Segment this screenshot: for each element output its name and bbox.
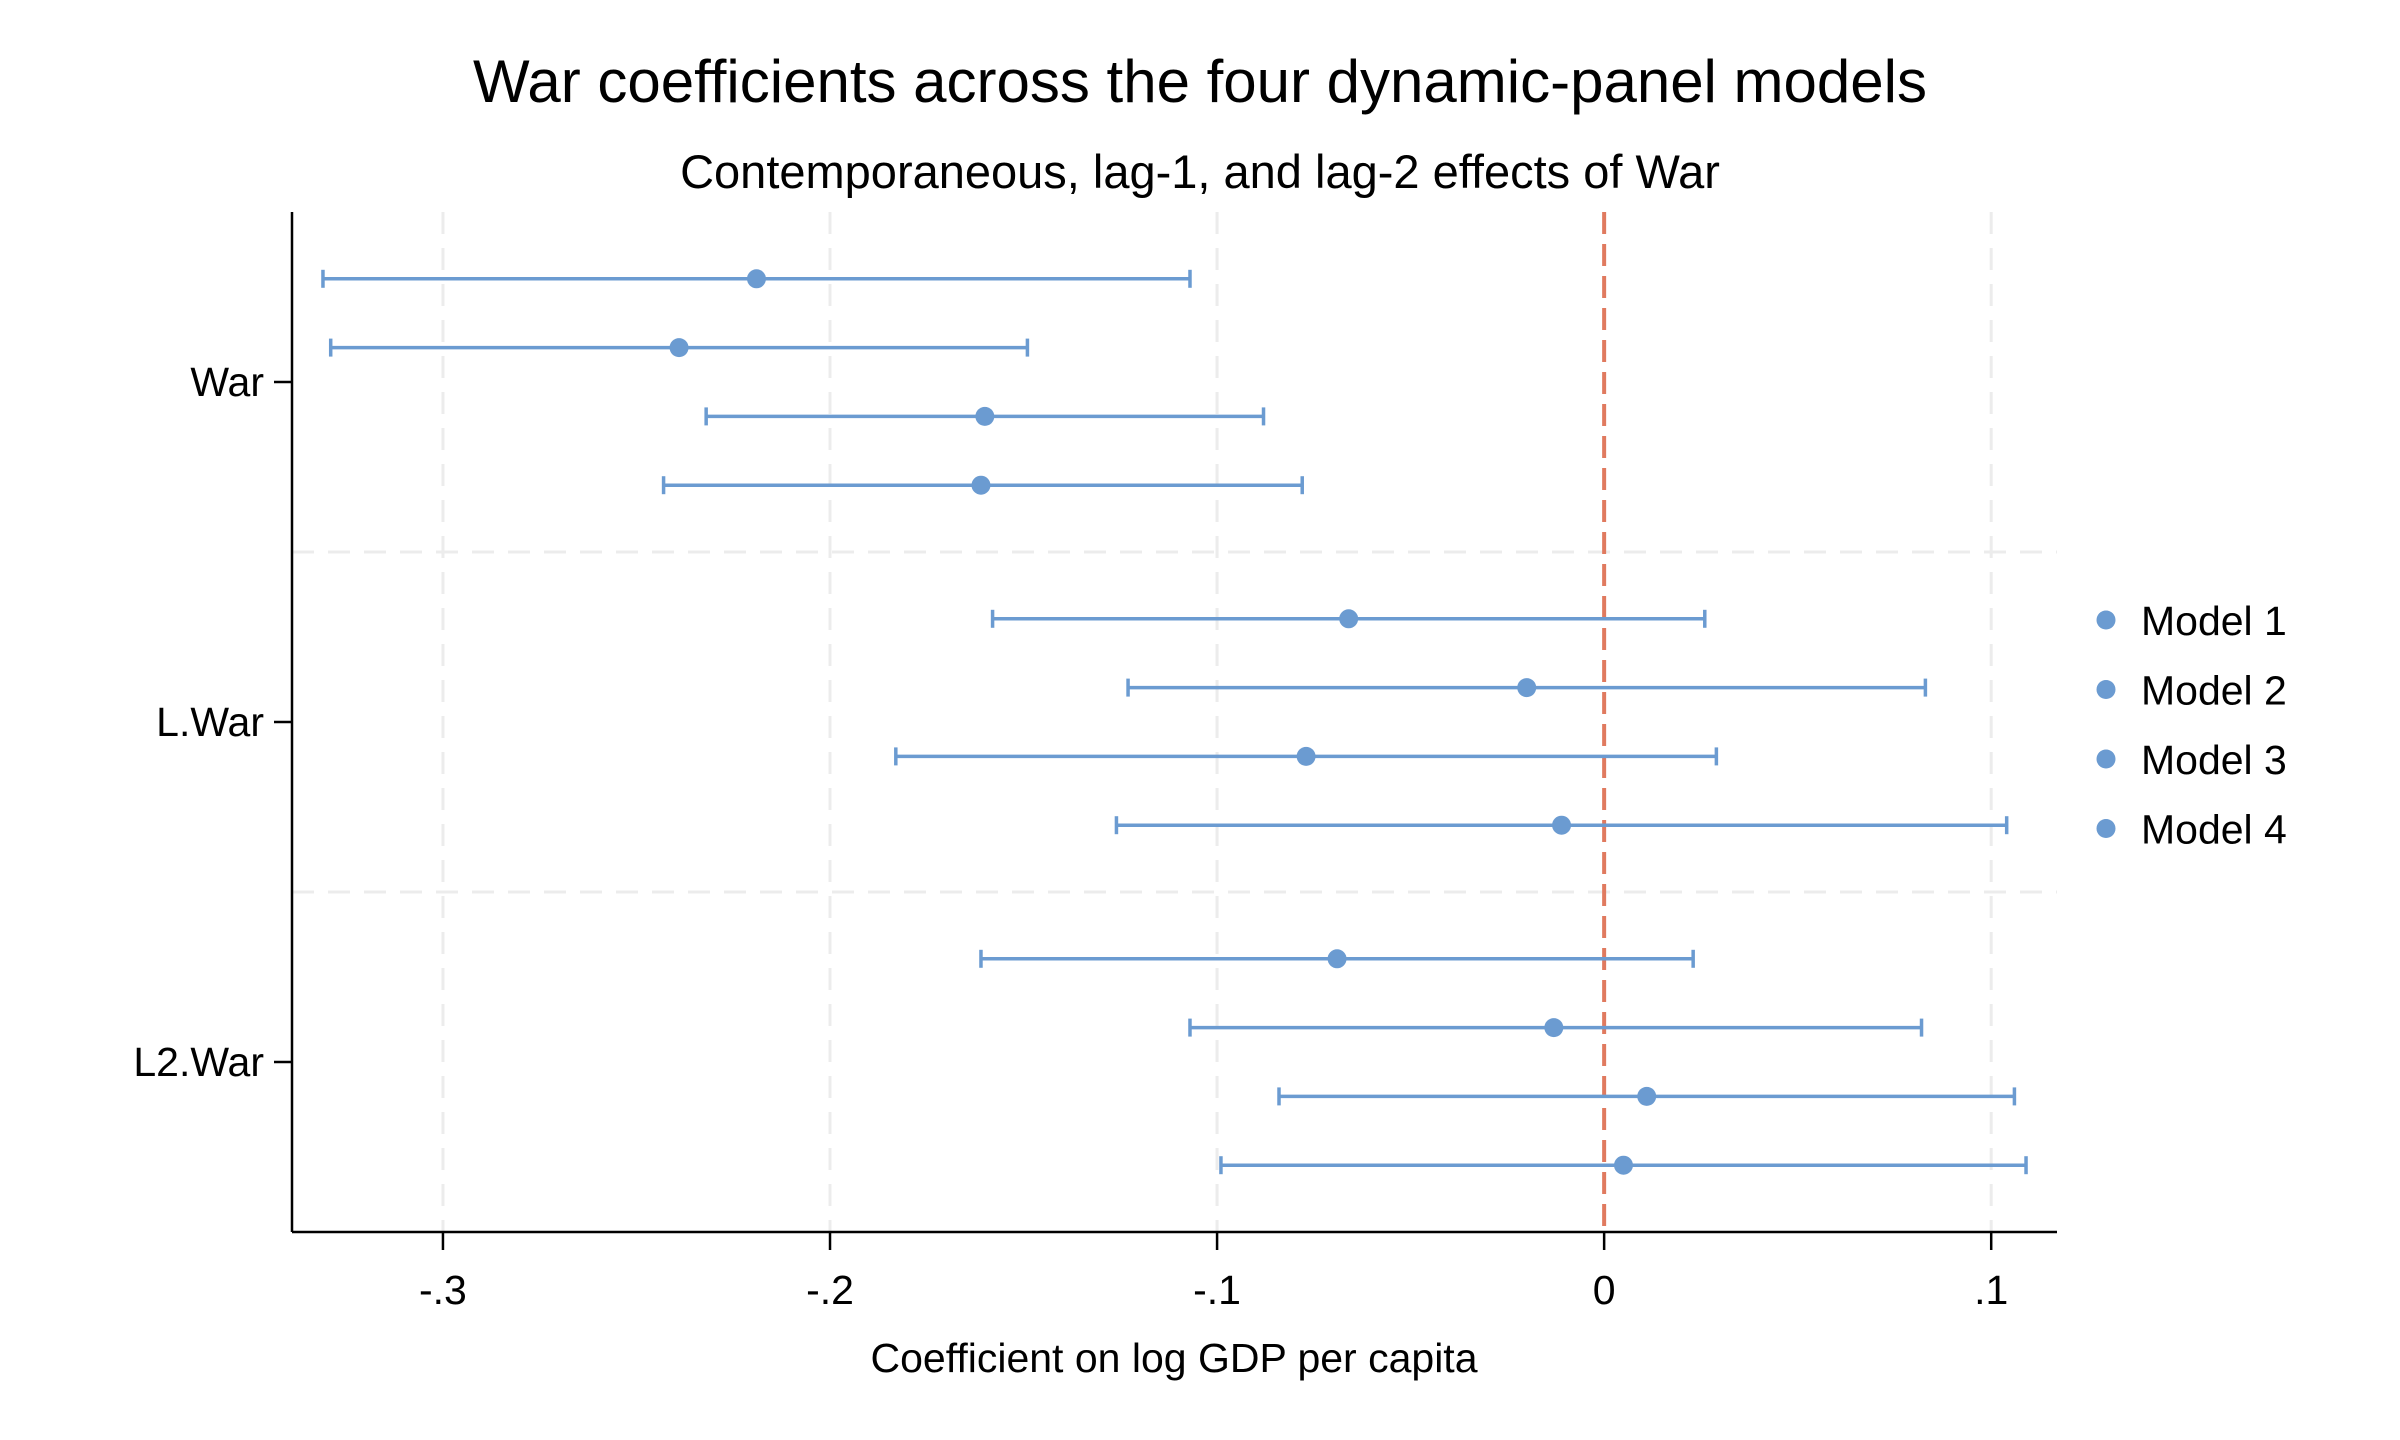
point-estimate bbox=[1339, 609, 1359, 629]
legend-label: Model 1 bbox=[2141, 598, 2287, 644]
axes: -.3 -.2 -.1 0 .1 War L.War L2.War bbox=[133, 212, 2057, 1313]
x-tick-label: -.3 bbox=[419, 1267, 467, 1313]
point-estimate bbox=[746, 269, 766, 289]
y-tick-label: L.War bbox=[156, 699, 264, 745]
y-tick-label: War bbox=[190, 359, 264, 405]
point-estimate bbox=[1544, 1018, 1564, 1038]
chart-title: War coefficients across the four dynamic… bbox=[473, 48, 1927, 115]
y-tick-label: L2.War bbox=[133, 1039, 264, 1085]
x-axis-label: Coefficient on log GDP per capita bbox=[870, 1335, 1477, 1381]
point-estimate bbox=[1552, 815, 1572, 835]
x-tick-label: -.2 bbox=[806, 1267, 854, 1313]
grid bbox=[292, 212, 2057, 1232]
point-estimate bbox=[1327, 949, 1347, 969]
legend-label: Model 4 bbox=[2141, 807, 2287, 853]
legend-marker bbox=[2096, 680, 2116, 699]
legend-label: Model 2 bbox=[2141, 668, 2287, 714]
point-estimate bbox=[975, 406, 995, 426]
x-tick-label: -.1 bbox=[1193, 1267, 1241, 1313]
legend-marker bbox=[2096, 610, 2116, 630]
point-estimate bbox=[1613, 1155, 1633, 1175]
legend-label: Model 3 bbox=[2141, 737, 2287, 783]
point-estimate bbox=[1637, 1086, 1657, 1106]
point-estimate bbox=[669, 338, 689, 358]
x-tick-label: 0 bbox=[1593, 1267, 1616, 1313]
x-tick-label: .1 bbox=[1974, 1267, 2008, 1313]
point-estimate bbox=[1517, 678, 1537, 698]
chart-subtitle: Contemporaneous, lag-1, and lag-2 effect… bbox=[680, 145, 1720, 198]
point-estimate bbox=[1296, 746, 1316, 766]
point-estimate bbox=[971, 475, 991, 495]
legend-marker bbox=[2096, 749, 2116, 769]
legend: Model 1 Model 2 Model 3 Model 4 bbox=[2096, 598, 2287, 853]
legend-marker bbox=[2096, 819, 2116, 838]
data-marks bbox=[321, 212, 2028, 1232]
